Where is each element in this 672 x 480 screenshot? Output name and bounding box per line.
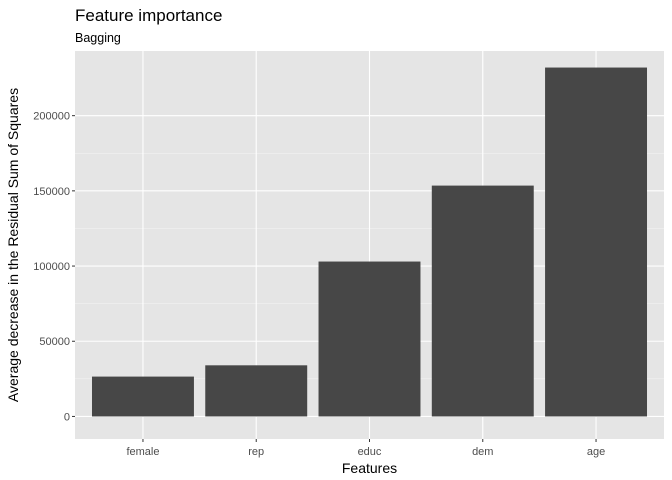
- y-axis: 0 50000 100000 150000 200000: [33, 111, 75, 423]
- chart-subtitle: Bagging: [75, 31, 121, 45]
- bar-female: [91, 376, 194, 417]
- bar-dem: [431, 185, 534, 417]
- y-tick-label: 100000: [33, 261, 70, 273]
- y-axis-title: Average decrease in the Residual Sum of …: [5, 88, 21, 402]
- x-tick-label: female: [126, 446, 159, 458]
- x-axis: female rep educ dem age: [126, 439, 605, 458]
- x-tick-label: age: [587, 446, 605, 458]
- y-tick-label: 150000: [33, 186, 70, 198]
- x-tick-label: dem: [472, 446, 493, 458]
- bar-age: [545, 67, 648, 417]
- bars: [91, 67, 648, 417]
- chart-title: Feature importance: [75, 6, 222, 25]
- y-tick-label: 0: [64, 411, 70, 423]
- y-tick-label: 200000: [33, 111, 70, 123]
- x-axis-title: Features: [342, 460, 397, 476]
- x-tick-label: rep: [248, 446, 264, 458]
- y-tick-label: 50000: [39, 336, 70, 348]
- x-tick-label: educ: [358, 446, 382, 458]
- bar-rep: [205, 365, 308, 417]
- bar-educ: [318, 261, 421, 417]
